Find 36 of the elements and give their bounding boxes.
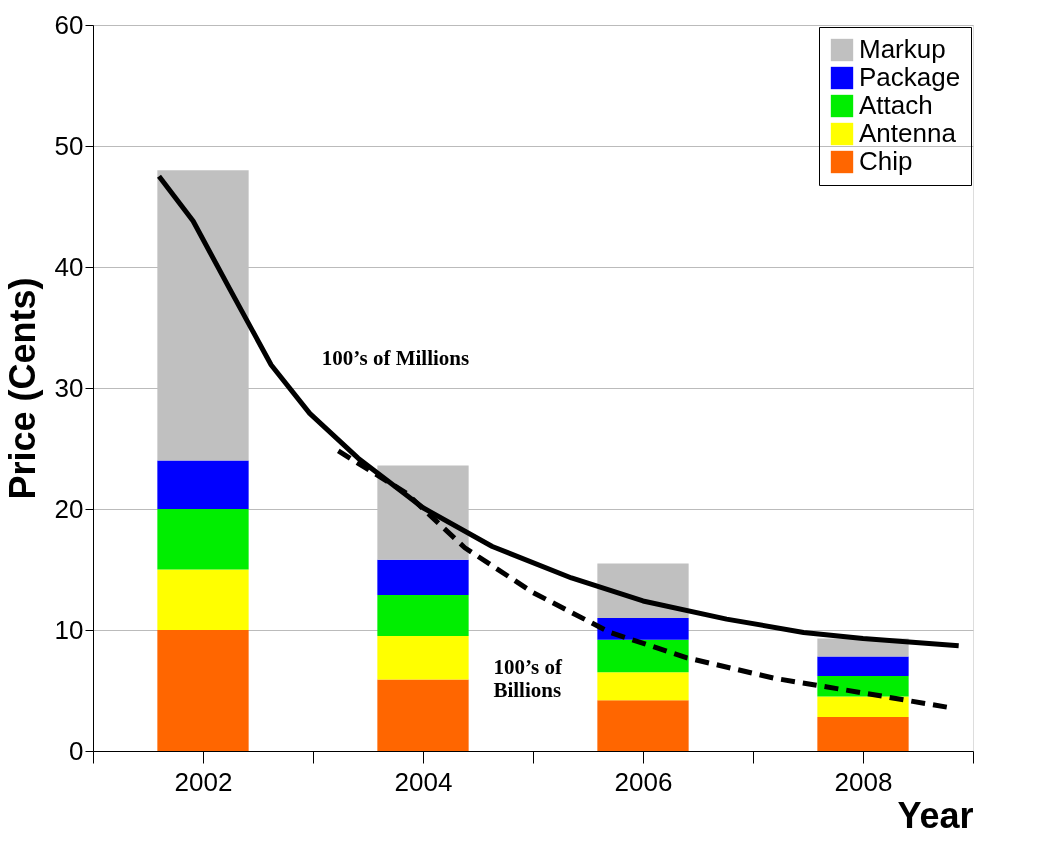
y-axis-title: Price (Cents) xyxy=(1,277,43,500)
legend-label: Package xyxy=(859,62,961,92)
bar xyxy=(157,630,249,751)
y-tick-label: 10 xyxy=(54,614,84,645)
legend-label: Antenna xyxy=(859,118,957,148)
bar xyxy=(377,679,469,751)
bar xyxy=(157,460,249,509)
bar xyxy=(817,656,909,676)
annotation: 100’s of Billions xyxy=(493,654,564,702)
x-axis-title: Year xyxy=(897,794,974,836)
bar xyxy=(597,700,689,751)
legend-label: Markup xyxy=(859,34,946,64)
y-tick-label: 40 xyxy=(54,251,84,282)
bar xyxy=(377,559,469,595)
x-tick-label: 2008 xyxy=(834,766,893,797)
bar xyxy=(157,509,249,570)
x-tick-label: 2002 xyxy=(174,766,233,797)
legend-label: Attach xyxy=(859,90,933,120)
bar xyxy=(377,594,469,637)
annotation: 100’s of Millions xyxy=(321,345,470,370)
y-tick-label: 20 xyxy=(54,493,84,524)
bar xyxy=(597,617,689,640)
y-tick-label: 0 xyxy=(69,735,84,766)
x-tick-label: 2006 xyxy=(614,766,673,797)
y-tick-label: 50 xyxy=(54,130,84,161)
bar xyxy=(597,672,689,701)
bar xyxy=(817,696,909,718)
bar xyxy=(597,563,689,618)
bar xyxy=(817,717,909,751)
bar xyxy=(597,639,689,673)
x-tick-label: 2004 xyxy=(394,766,453,797)
legend-label: Chip xyxy=(859,146,913,176)
bar xyxy=(157,569,249,630)
y-tick-label: 60 xyxy=(54,9,84,40)
y-tick-label: 30 xyxy=(54,372,84,403)
bar xyxy=(377,636,469,680)
